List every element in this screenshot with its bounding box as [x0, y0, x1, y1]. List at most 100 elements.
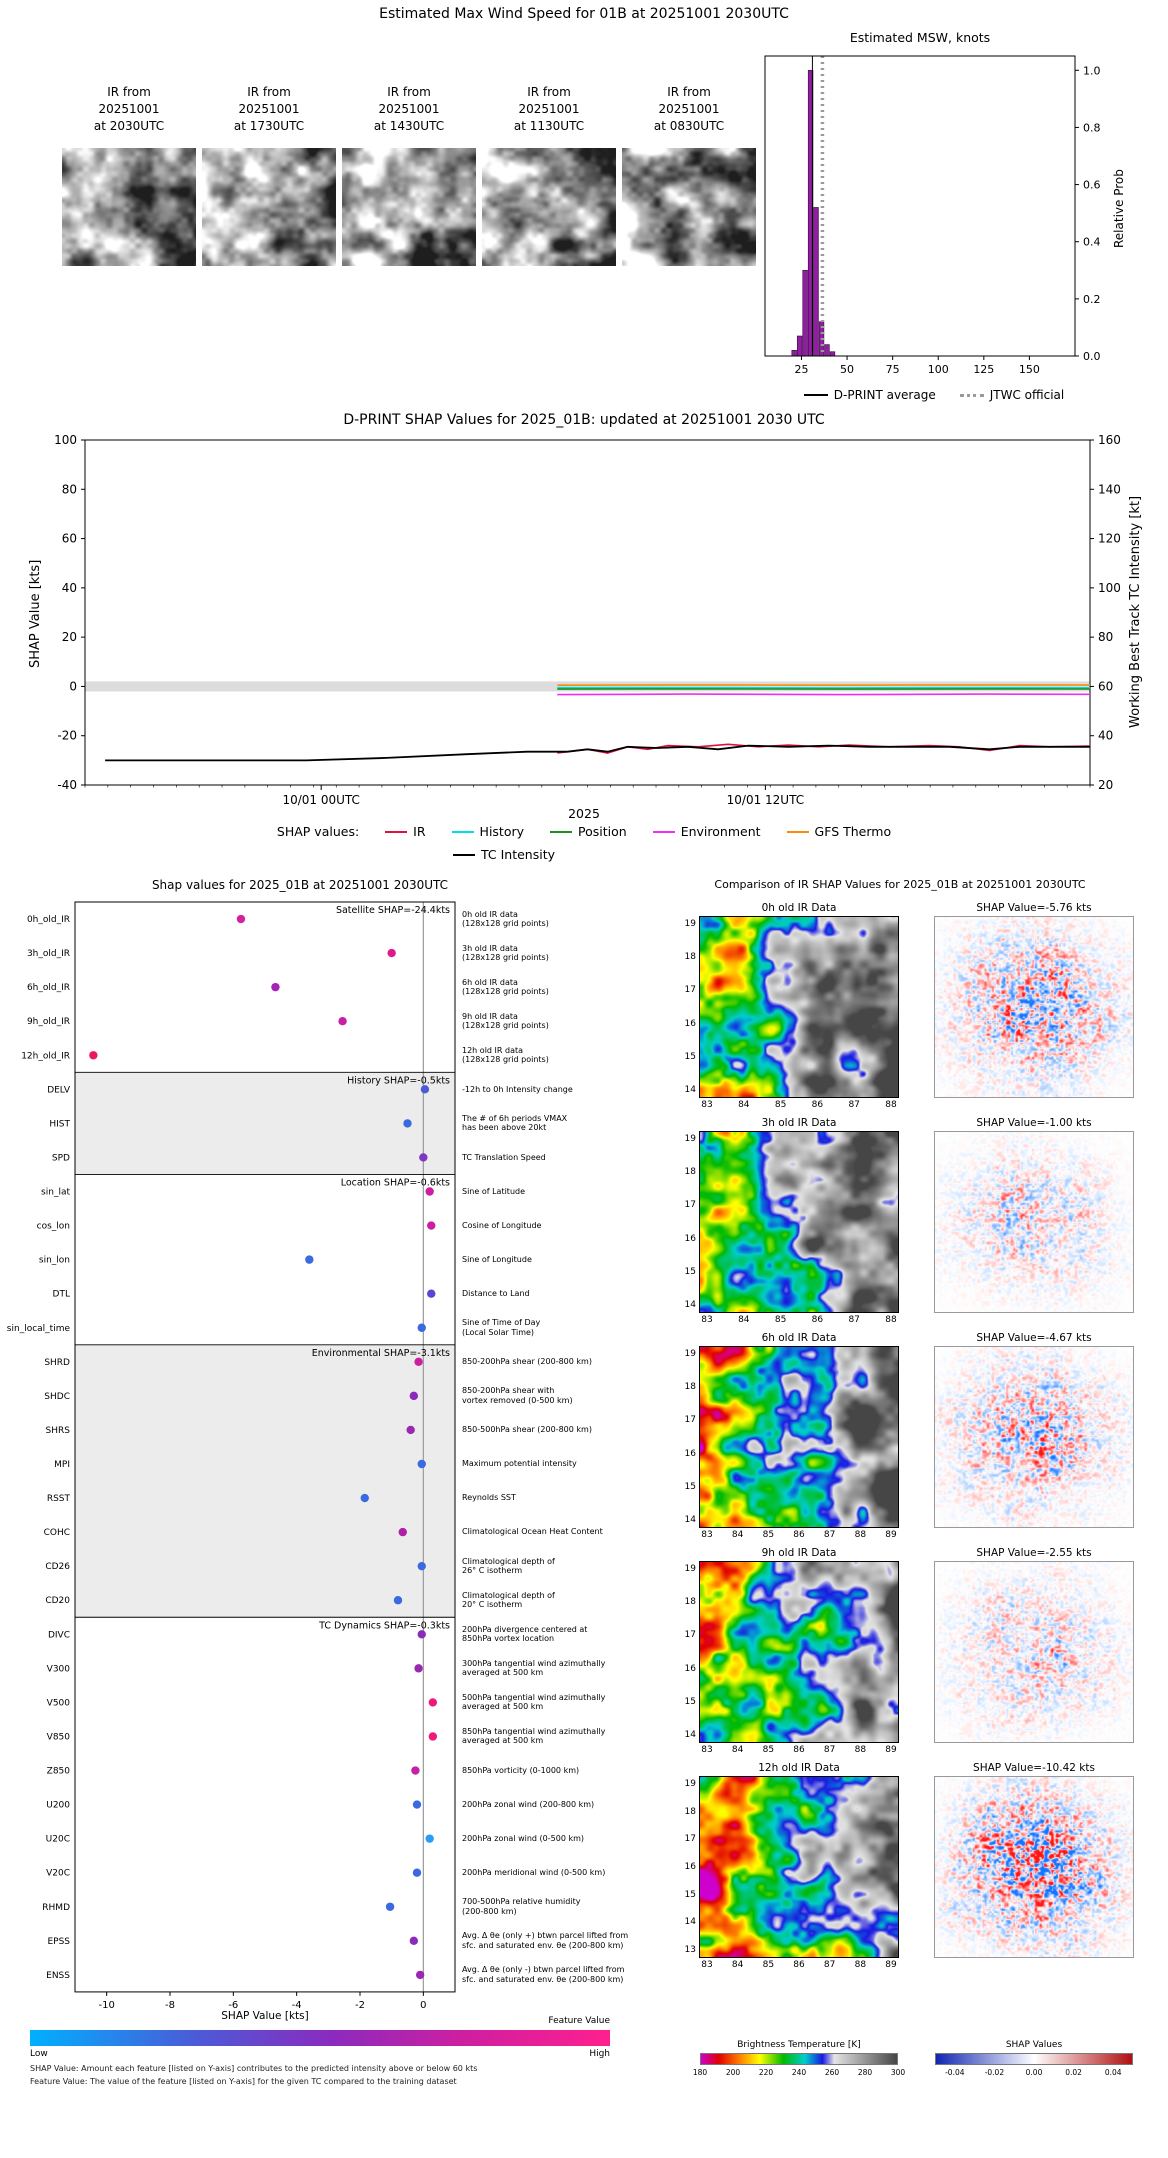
shap-footnote-2: Feature Value: The value of the feature … [30, 2077, 457, 2086]
group-shade [75, 1072, 455, 1175]
feature-desc: 3h old IR data (128x128 grid points) [462, 943, 549, 963]
shap-dot [415, 1970, 425, 1980]
latitude-tick: 14 [684, 1085, 696, 1095]
feature-label: SHRS [46, 1426, 71, 1436]
ir-map-image [699, 916, 899, 1098]
group-header: Location SHAP=-0.6kts [341, 1177, 450, 1188]
shap-tick: -0.04 [945, 2068, 965, 2077]
feature-desc: Climatological depth of 20° C isotherm [462, 1590, 555, 1610]
shap-dot [417, 1561, 426, 1571]
shap-dot [417, 1630, 426, 1639]
feature-desc: Sine of Latitude [462, 1186, 526, 1196]
longitude-tick: 83 [701, 1745, 713, 1755]
shap-map-image [934, 916, 1134, 1098]
feature-label: DIVC [48, 1630, 70, 1640]
feature-label: HIST [49, 1119, 70, 1129]
latitude-tick: 16 [684, 1862, 696, 1872]
longitude-tick: 86 [793, 1960, 805, 1970]
latitude-tick: 18 [684, 1167, 696, 1178]
feature-desc: 850hPa tangential wind azimuthally avera… [462, 1726, 606, 1746]
feature-label: sin_local_time [7, 1324, 71, 1334]
ir-thumb-image [62, 148, 196, 266]
group-shade [75, 1344, 455, 1618]
longitude-tick: 88 [885, 1100, 897, 1110]
histogram-bar [813, 207, 819, 357]
feature-label: RSST [47, 1494, 71, 1504]
shap-dot [427, 1221, 436, 1230]
feature-desc: 850-200hPa shear (200-800 km) [462, 1357, 592, 1367]
histogram-x-tick: 125 [973, 363, 994, 376]
legend-line-sample [385, 830, 408, 833]
latitude-tick: 19 [684, 1564, 696, 1574]
bt-tick: 200 [725, 2068, 741, 2077]
latitude-tick: 18 [684, 1597, 696, 1608]
longitude-tick: 86 [793, 1530, 805, 1540]
left-y-tick: -20 [57, 729, 77, 743]
shap-dot [403, 1119, 412, 1128]
feature-label: EPSS [47, 1937, 70, 1947]
longitude-tick: 87 [848, 1100, 860, 1110]
ir-map-image [699, 1131, 899, 1313]
legend-item: Position [550, 824, 627, 839]
timeseries-frame [84, 439, 1091, 786]
timeseries-x-tick: 10/01 12UTC [727, 793, 804, 807]
shap-value-title: SHAP Value=-1.00 kts [976, 1117, 1092, 1129]
dotplot-x-tick: -8 [165, 2000, 175, 2011]
shap-tick: 0.00 [1025, 2068, 1043, 2077]
ir-thumb-image [622, 148, 756, 266]
legend-item-label: GFS Thermo [814, 824, 892, 839]
feature-value-label: Feature Value [548, 2016, 610, 2026]
shap-values-colorbar [935, 2053, 1133, 2065]
legend-item: JTWC official [959, 388, 1064, 402]
feature-label: DELV [47, 1085, 71, 1095]
feature-desc: 850-200hPa shear with vortex removed (0-… [462, 1386, 573, 1405]
group-header: History SHAP=-0.5kts [347, 1075, 450, 1086]
feature-label: V300 [47, 1664, 71, 1674]
ir-data-title: 9h old IR Data [761, 1547, 837, 1559]
shap-dot [425, 1187, 434, 1196]
latitude-tick: 17 [684, 1630, 696, 1641]
feature-label: COHC [44, 1528, 70, 1538]
dotplot-x-tick: -2 [355, 2000, 365, 2011]
longitude-tick: 85 [762, 1745, 775, 1755]
left-y-tick: 40 [62, 581, 77, 595]
group-header: Satellite SHAP=-24.4kts [336, 905, 450, 916]
longitude-tick: 84 [738, 1100, 750, 1110]
legend-item: IR [385, 824, 426, 839]
feature-label: RHMD [42, 1903, 70, 1913]
feature-desc: Avg. Δ θe (only -) btwn parcel lifted fr… [462, 1965, 625, 1984]
shap-tick: -0.02 [984, 2068, 1005, 2077]
feature-desc: 850hPa vorticity (0-1000 km) [462, 1765, 580, 1775]
legend-item-label: TC Intensity [480, 847, 555, 862]
legend-item: History [451, 824, 524, 839]
legend-item-label: Position [578, 824, 627, 839]
latitude-tick: 18 [684, 1806, 696, 1817]
legend-line-sample [550, 830, 573, 833]
histogram-x-tick: 75 [886, 363, 900, 376]
feature-desc: -12h to 0h Intensity change [462, 1084, 573, 1094]
shap-value-title: SHAP Value=-10.42 kts [973, 1762, 1095, 1774]
longitude-tick: 87 [823, 1960, 836, 1970]
latitude-tick: 14 [684, 1515, 696, 1525]
shap-tick: 0.02 [1065, 2068, 1082, 2077]
latitude-tick: 16 [684, 1018, 696, 1029]
feature-label: CD26 [45, 1562, 70, 1572]
dprint-line-sample [803, 394, 828, 396]
longitude-tick: 86 [811, 1100, 824, 1110]
latitude-tick: 19 [684, 1779, 696, 1789]
histogram-ylabel: Relative Prob [1112, 169, 1126, 248]
longitude-tick: 83 [701, 1960, 713, 1970]
left-y-tick: 60 [62, 532, 77, 546]
legend-line-sample [451, 830, 474, 833]
colorbar-low-label: Low [30, 2049, 48, 2059]
timeseries-xlabel: 2025 [568, 806, 600, 821]
shap-value-title: SHAP Value=-5.76 kts [976, 902, 1092, 914]
feature-label: SHRD [44, 1358, 70, 1368]
dotplot-x-tick: -6 [228, 2000, 238, 2011]
feature-desc: 9h old IR data (128x128 grid points) [462, 1011, 549, 1031]
longitude-tick: 85 [762, 1960, 775, 1970]
right-y-tick: 120 [1098, 532, 1121, 546]
left-y-tick: 80 [62, 482, 77, 496]
shap-dot [425, 1834, 434, 1843]
latitude-tick: 19 [684, 1349, 696, 1359]
